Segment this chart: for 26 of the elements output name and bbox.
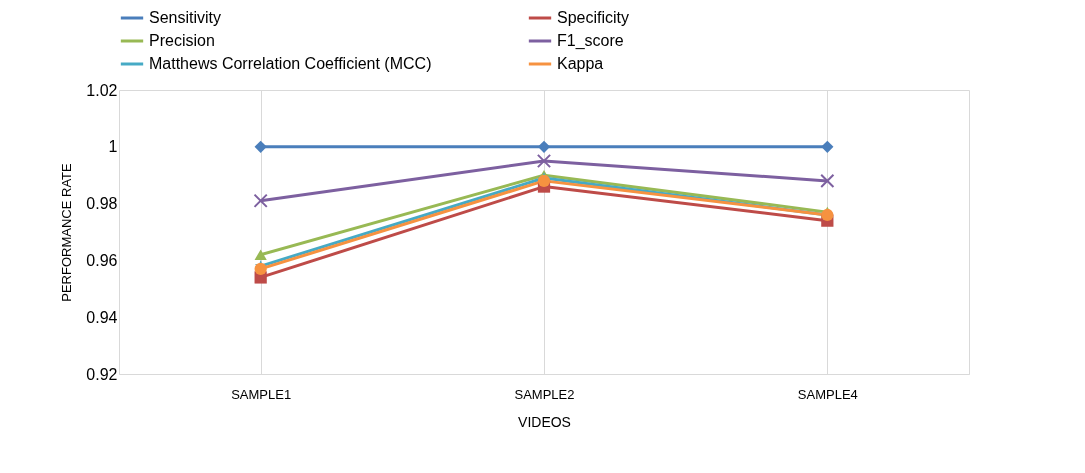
legend-label: Precision (149, 32, 215, 49)
x-tick-label: SAMPLE1 (231, 386, 292, 402)
x-tick-label: SAMPLE4 (797, 386, 858, 402)
point (254, 140, 267, 153)
point (254, 262, 267, 276)
y-tick-label: 0.94 (86, 308, 118, 326)
y-tick-label: 0.92 (86, 365, 118, 383)
legend-label: Matthews Correlation Coefficient (MCC) (149, 55, 432, 72)
point (537, 174, 551, 187)
y-tick-label: 0.96 (86, 251, 118, 269)
y-tick-label: 0.98 (86, 195, 118, 213)
legend-label: Specificity (557, 9, 630, 26)
point (820, 173, 835, 188)
legend-label: Kappa (557, 55, 604, 72)
y-tick-label: 1.02 (86, 81, 118, 99)
legend-label: F1_score (557, 32, 624, 50)
point (253, 193, 268, 208)
y-tick-label: 1 (108, 138, 118, 156)
point (536, 153, 552, 169)
legend-label: Sensitivity (149, 9, 222, 26)
point (254, 249, 267, 261)
point (537, 140, 551, 153)
x-axis-title: VIDEOS (518, 413, 571, 430)
point (821, 140, 834, 153)
x-tick-label: SAMPLE2 (514, 386, 575, 402)
y-axis-title: PERFORMANCE RATE (59, 162, 75, 302)
